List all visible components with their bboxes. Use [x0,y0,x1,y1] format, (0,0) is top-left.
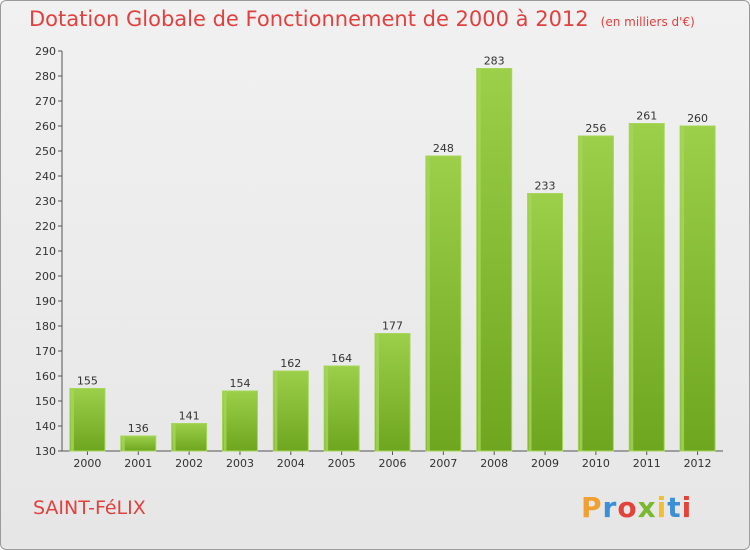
data-label-2004: 162 [280,357,301,370]
x-tick-label: 2001 [124,457,152,470]
bar-highlight [274,372,278,451]
y-tick-label: 220 [35,220,56,233]
x-tick-label: 2005 [328,457,356,470]
commune-name: SAINT-FéLIX [33,497,146,519]
logo-letter: r [602,491,618,524]
logo-letter: t [667,491,682,524]
y-tick-label: 230 [35,195,56,208]
bar-highlight [681,127,685,451]
y-tick-label: 210 [35,245,56,258]
bar-highlight [325,367,329,451]
bar-2006[interactable] [374,333,411,452]
bar-2005[interactable] [323,365,360,452]
logo-letter: x [637,491,657,524]
bar-2000[interactable] [69,388,106,452]
logo-letter: i [656,491,668,524]
bar-2004[interactable] [272,370,309,452]
bar-2011[interactable] [628,123,665,452]
bar-2012[interactable] [679,125,716,452]
data-label-2002: 141 [179,410,200,423]
chart-axes: 130 140 150 160 170 180 190 200 210 220 230 240 250 2… [35,45,723,470]
y-tick-label: 130 [35,445,56,458]
bar-2008[interactable] [476,68,513,452]
y-tick-label: 170 [35,345,56,358]
bar-2001[interactable] [120,435,157,452]
data-label-2008: 283 [484,55,505,68]
y-tick-label: 160 [35,370,56,383]
bar-highlight [528,194,532,451]
y-tick-label: 270 [35,95,56,108]
y-tick-label: 150 [35,395,56,408]
x-tick-label: 2003 [226,457,254,470]
bar-2003[interactable] [221,390,258,452]
data-label-2010: 256 [585,122,606,135]
bar-highlight [579,137,583,451]
data-label-2011: 261 [636,110,657,123]
bar-highlight [223,392,227,451]
chart-data-labels: 155 136 141 154 162 164 177 248 283 233 256 261 260 [77,55,708,436]
data-label-2012: 260 [687,112,708,125]
x-tick-label: 2000 [73,457,101,470]
data-label-2007: 248 [433,142,454,155]
data-label-2009: 233 [535,180,556,193]
bar-highlight [376,334,379,451]
x-tick-label: 2002 [175,457,203,470]
chart-title: Dotation Globale de Fonctionnement de 20… [29,7,695,31]
y-tick-label: 260 [35,120,56,133]
x-tick-label: 2006 [379,457,407,470]
y-tick-label: 250 [35,145,56,158]
proxiti-logo[interactable]: Proxiti [581,491,692,524]
bar-highlight [121,437,125,451]
y-tick-label: 140 [35,420,56,433]
chart-unit: (en milliers d'€) [600,15,695,29]
bar-2009[interactable] [527,193,564,452]
x-tick-label: 2008 [480,457,508,470]
y-tick-label: 180 [35,320,56,333]
x-tick-label: 2004 [277,457,305,470]
chart-bars [69,68,716,452]
y-tick-label: 190 [35,295,56,308]
bar-highlight [172,424,176,451]
bar-2002[interactable] [171,423,208,452]
bar-highlight [426,157,430,451]
bar-highlight [477,69,481,451]
logo-letter: i [681,491,693,524]
x-tick-label: 2009 [531,457,559,470]
bar-2010[interactable] [577,135,614,452]
logo-letter: o [617,491,638,524]
bar-highlight [630,124,634,451]
x-tick-label: 2011 [633,457,661,470]
x-tick-label: 2012 [684,457,712,470]
data-label-2003: 154 [229,377,250,390]
y-tick-label: 200 [35,270,56,283]
logo-letter: P [581,491,603,524]
bar-2007[interactable] [425,155,462,452]
chart-title-text: Dotation Globale de Fonctionnement de 20… [29,7,589,31]
y-tick-label: 280 [35,70,56,83]
x-tick-label: 2007 [429,457,457,470]
y-tick-label: 290 [35,45,56,58]
bar-highlight [70,389,74,451]
data-label-2000: 155 [77,375,98,388]
x-tick-label: 2010 [582,457,610,470]
data-label-2001: 136 [128,422,149,435]
y-tick-label: 240 [35,170,56,183]
data-label-2005: 164 [331,352,352,365]
data-label-2006: 177 [382,320,403,333]
